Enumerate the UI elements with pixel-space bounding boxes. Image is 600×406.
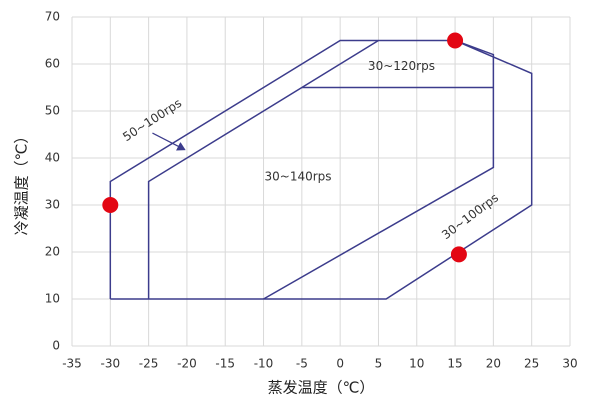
x-tick-label: -30 bbox=[101, 357, 121, 371]
region-label: 50~100rps bbox=[120, 96, 184, 144]
x-axis-title: 蒸发温度（℃） bbox=[268, 379, 375, 397]
x-tick-label: 20 bbox=[486, 357, 501, 371]
y-tick-label: 0 bbox=[52, 339, 60, 353]
x-tick-label: 5 bbox=[375, 357, 383, 371]
y-tick-label: 60 bbox=[45, 57, 60, 71]
x-tick-label: 15 bbox=[447, 357, 462, 371]
x-tick-label: 25 bbox=[524, 357, 539, 371]
y-axis-title: 冷凝温度（℃） bbox=[13, 129, 31, 236]
region-label: 30~140rps bbox=[264, 169, 331, 183]
region-label: 30~100rps bbox=[439, 191, 501, 243]
operating-point bbox=[102, 197, 119, 213]
x-tick-label: -25 bbox=[139, 357, 159, 371]
x-tick-label: 10 bbox=[409, 357, 424, 371]
y-tick-label: 20 bbox=[45, 245, 60, 259]
x-tick-label: 0 bbox=[336, 357, 344, 371]
y-tick-label: 50 bbox=[45, 104, 60, 118]
x-tick-label: -15 bbox=[215, 357, 235, 371]
x-tick-label: -5 bbox=[296, 357, 308, 371]
y-tick-label: 70 bbox=[45, 10, 60, 24]
y-tick-label: 30 bbox=[45, 198, 60, 212]
y-tick-label: 10 bbox=[45, 292, 60, 306]
operating-point bbox=[447, 32, 464, 49]
y-tick-label: 40 bbox=[45, 151, 60, 165]
annotation-arrow bbox=[152, 132, 186, 151]
x-tick-label: -20 bbox=[177, 357, 197, 371]
operating-point bbox=[450, 246, 467, 263]
region-label: 30~120rps bbox=[368, 59, 435, 73]
x-tick-label: -10 bbox=[254, 357, 274, 371]
x-tick-label: -35 bbox=[62, 357, 82, 371]
envelope-line bbox=[263, 39, 495, 300]
x-tick-label: 30 bbox=[562, 357, 577, 371]
